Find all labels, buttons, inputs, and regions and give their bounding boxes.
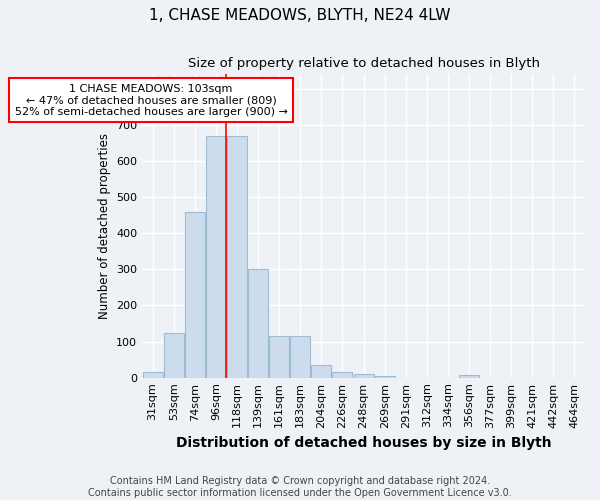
Text: Contains HM Land Registry data © Crown copyright and database right 2024.
Contai: Contains HM Land Registry data © Crown c… <box>88 476 512 498</box>
Bar <box>311 365 331 378</box>
Text: 1, CHASE MEADOWS, BLYTH, NE24 4LW: 1, CHASE MEADOWS, BLYTH, NE24 4LW <box>149 8 451 22</box>
Bar <box>248 270 268 378</box>
X-axis label: Distribution of detached houses by size in Blyth: Distribution of detached houses by size … <box>176 436 551 450</box>
Bar <box>353 374 374 378</box>
Y-axis label: Number of detached properties: Number of detached properties <box>98 133 110 319</box>
Bar <box>227 136 247 378</box>
Text: 1 CHASE MEADOWS: 103sqm
← 47% of detached houses are smaller (809)
52% of semi-d: 1 CHASE MEADOWS: 103sqm ← 47% of detache… <box>14 84 287 116</box>
Bar <box>332 372 352 378</box>
Bar <box>459 375 479 378</box>
Bar <box>269 336 289 378</box>
Bar <box>290 336 310 378</box>
Bar <box>374 376 395 378</box>
Bar <box>143 372 163 378</box>
Bar <box>164 332 184 378</box>
Bar <box>185 212 205 378</box>
Title: Size of property relative to detached houses in Blyth: Size of property relative to detached ho… <box>188 58 539 70</box>
Bar <box>206 136 226 378</box>
